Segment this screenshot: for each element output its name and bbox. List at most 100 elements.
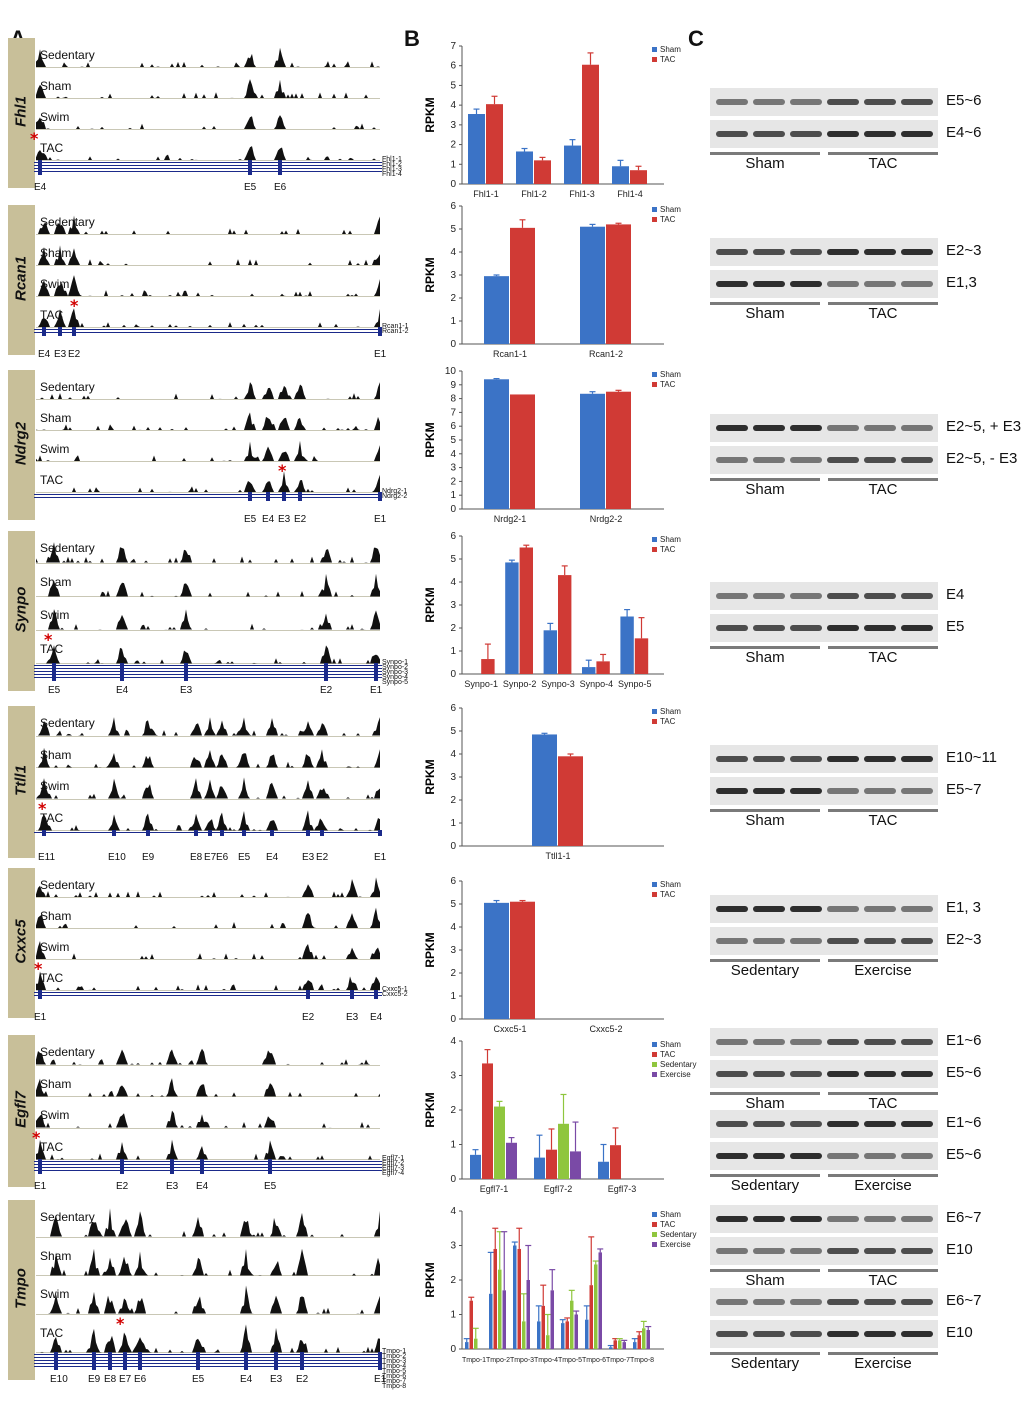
- isoform-label: Synpo-2: [382, 664, 409, 671]
- legend-label: Sham: [660, 370, 681, 379]
- exon-block: [184, 663, 188, 681]
- exon-block: [378, 327, 382, 336]
- track-baseline: [36, 1064, 380, 1066]
- track-baseline: [36, 67, 380, 68]
- gel-band: [864, 425, 896, 431]
- exon-label: E4: [38, 349, 51, 360]
- bar: [506, 1142, 517, 1179]
- exon-block: [282, 492, 286, 501]
- track-label: Sedentary: [40, 1045, 95, 1059]
- gel-strip: [710, 1142, 938, 1170]
- bar: [610, 1145, 621, 1179]
- track-baseline: [36, 596, 380, 597]
- coverage-peaks: [36, 940, 380, 959]
- group-underline: [710, 1092, 820, 1095]
- bar: [596, 661, 610, 674]
- bar: [505, 562, 519, 674]
- group-label: Exercise: [854, 1355, 912, 1372]
- gel-strip: [710, 582, 938, 610]
- exon-block: [58, 327, 62, 336]
- gel-band: [790, 906, 822, 912]
- group-label: Sham: [745, 481, 785, 498]
- group-underline: [828, 478, 938, 481]
- bar: [585, 1319, 589, 1349]
- group-label: TAC: [868, 1095, 898, 1112]
- gel-band: [753, 756, 785, 762]
- y-axis-label: RPKM: [423, 1092, 437, 1127]
- legend-swatch: [652, 547, 657, 552]
- band-label: E10: [946, 1324, 973, 1341]
- bar: [481, 659, 495, 674]
- bar: [493, 1248, 497, 1349]
- exon-label: E1: [374, 1374, 387, 1385]
- band-label: E1,3: [946, 274, 977, 291]
- y-tick-label: 3: [450, 1241, 456, 1252]
- bar: [469, 1300, 473, 1349]
- gel-band: [901, 906, 933, 912]
- bar: [465, 1342, 469, 1349]
- panel-label-b: B: [404, 26, 420, 51]
- y-tick-label: 4: [450, 247, 456, 258]
- gene-model-line: [34, 665, 382, 666]
- isoform-label: Ndrg2-2: [382, 493, 408, 500]
- gene-tab: Synpo: [8, 531, 35, 691]
- coverage-profile: [36, 245, 380, 265]
- exon-block: [112, 830, 116, 836]
- gel-band: [827, 1039, 859, 1045]
- isoform-label: Tmpo-6: [382, 1373, 407, 1380]
- exon-block: [270, 830, 274, 836]
- gel-strip: [710, 1060, 938, 1088]
- exon-block: [320, 830, 324, 836]
- gel-strip: [710, 1110, 938, 1138]
- exon-block: [38, 1159, 42, 1174]
- y-tick-label: 1: [450, 1140, 456, 1151]
- y-tick-label: 3: [450, 772, 456, 783]
- y-tick-label: 0: [450, 339, 456, 350]
- legend-label: TAC: [660, 717, 676, 726]
- gel-band: [864, 756, 896, 762]
- x-tick-label: Cxxc5-1: [493, 1024, 526, 1034]
- coverage-profile: [36, 146, 380, 160]
- legend-label: Sedentary: [660, 1060, 696, 1069]
- group-label: TAC: [868, 1272, 898, 1289]
- x-tick-label: Synpo-5: [618, 679, 652, 689]
- y-tick-label: 2: [450, 1275, 456, 1286]
- bar: [634, 638, 649, 674]
- exon-block: [306, 990, 310, 999]
- gel-strip: [710, 777, 938, 805]
- coverage-profile: [36, 1285, 380, 1314]
- group-underline: [828, 959, 938, 962]
- group-label: TAC: [868, 649, 898, 666]
- y-tick-label: 1: [450, 159, 456, 170]
- y-tick-label: 2: [450, 968, 456, 979]
- coverage-profile: [36, 971, 380, 990]
- gel-band: [790, 756, 822, 762]
- y-tick-label: 2: [450, 476, 456, 487]
- coverage-profile: [36, 609, 380, 630]
- coverage-peaks: [36, 412, 380, 430]
- y-tick-label: 0: [450, 1344, 456, 1355]
- gene-name: Cxxc5: [12, 919, 30, 964]
- panel-b-rpkm-charts: 0 1 2 3 4 5 6 7 RPKM Fhl1-1 Fhl1-2 Fhl1-3 Fhl1-4 Sham…: [423, 41, 696, 1364]
- track-label: Sham: [40, 246, 72, 260]
- gel-band: [864, 1153, 896, 1159]
- gel-band: [790, 131, 822, 137]
- bar: [642, 1328, 646, 1349]
- bar: [534, 1157, 545, 1179]
- track-baseline: [36, 1275, 380, 1276]
- track-label: Sedentary: [40, 48, 95, 62]
- gel-band: [827, 281, 859, 287]
- coverage-profile: [36, 1139, 380, 1159]
- exon-block: [200, 1159, 204, 1174]
- isoform-label: Egfl7-1: [382, 1155, 405, 1162]
- isoform-label: Fhl1-2: [382, 161, 402, 168]
- coverage-profile: [36, 1077, 380, 1096]
- exon-label: E4: [266, 852, 279, 863]
- exon-block: [248, 492, 252, 501]
- gel-band: [716, 756, 748, 762]
- gel-band: [790, 281, 822, 287]
- gene-tab: Fhl1: [8, 38, 35, 188]
- x-tick-label: Egfl7-3: [608, 1184, 637, 1194]
- gel-band: [753, 1331, 785, 1337]
- group-underline: [828, 1352, 938, 1355]
